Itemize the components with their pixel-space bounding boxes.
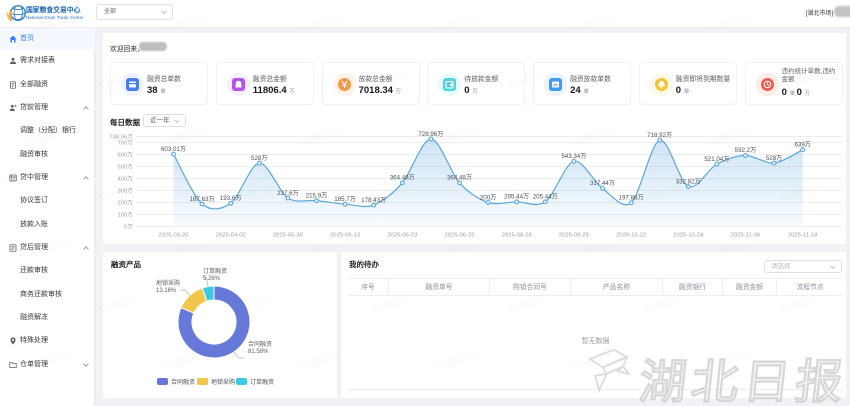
svg-text:185.7万: 185.7万	[334, 196, 356, 203]
svg-text:2025-03-20: 2025-03-20	[158, 233, 189, 239]
svg-text:地锁采购: 地锁采购	[156, 279, 180, 287]
svg-text:5.26%: 5.26%	[203, 276, 221, 282]
svg-text:0万: 0万	[124, 224, 133, 231]
svg-text:2025-11-18: 2025-11-18	[788, 233, 818, 239]
svg-text:200万: 200万	[480, 194, 497, 201]
svg-text:528万: 528万	[766, 155, 783, 162]
svg-text:178.43万: 178.43万	[361, 197, 386, 204]
svg-text:193.6万: 193.6万	[220, 195, 242, 202]
svg-text:订单融资: 订单融资	[203, 267, 227, 275]
svg-text:718.92万: 718.92万	[647, 132, 672, 139]
svg-text:364.48万: 364.48万	[447, 175, 472, 182]
svg-text:订单融资: 订单融资	[250, 378, 274, 386]
svg-text:2025-06-23: 2025-06-23	[387, 233, 418, 239]
svg-text:13.16%: 13.16%	[156, 288, 177, 294]
svg-text:100万: 100万	[118, 212, 134, 219]
svg-text:合同融资: 合同融资	[248, 340, 272, 348]
svg-text:197.88万: 197.88万	[619, 195, 644, 202]
svg-text:地锁采购: 地锁采购	[211, 378, 235, 386]
svg-text:187.63万: 187.63万	[190, 196, 215, 203]
svg-text:592.2万: 592.2万	[735, 147, 757, 154]
svg-text:528万: 528万	[251, 155, 268, 162]
svg-text:2025-06-13: 2025-06-13	[330, 233, 361, 239]
svg-text:81.58%: 81.58%	[248, 349, 269, 355]
svg-text:2025-10-24: 2025-10-24	[673, 233, 704, 239]
svg-text:728.96万: 728.96万	[418, 131, 443, 138]
svg-text:500万: 500万	[118, 164, 134, 171]
svg-text:600万: 600万	[118, 152, 134, 159]
svg-text:2025-09-25: 2025-09-25	[559, 233, 590, 239]
svg-text:2025-10-22: 2025-10-22	[616, 233, 646, 239]
svg-text:2025-04-02: 2025-04-02	[216, 233, 246, 239]
svg-text:521.04万: 521.04万	[704, 156, 729, 163]
svg-text:603.01万: 603.01万	[161, 146, 186, 153]
svg-text:200万: 200万	[118, 200, 134, 207]
svg-text:2025-06-25: 2025-06-25	[444, 233, 475, 239]
svg-text:2025-05-30: 2025-05-30	[273, 233, 304, 239]
svg-text:合同融资: 合同融资	[171, 378, 195, 386]
svg-text:639万: 639万	[794, 142, 811, 149]
svg-text:364.48万: 364.48万	[390, 175, 415, 182]
svg-text:215.9万: 215.9万	[306, 192, 328, 199]
svg-text:237.6万: 237.6万	[277, 190, 299, 197]
svg-text:317.44万: 317.44万	[590, 180, 615, 187]
svg-text:400万: 400万	[118, 176, 134, 183]
svg-text:543.34万: 543.34万	[561, 153, 586, 160]
svg-text:2025-08-18: 2025-08-18	[502, 233, 533, 239]
svg-text:748.96万: 748.96万	[109, 134, 133, 141]
svg-text:700万: 700万	[118, 140, 134, 147]
svg-text:2025-11-06: 2025-11-06	[731, 233, 761, 239]
svg-text:332.82万: 332.82万	[676, 178, 701, 185]
svg-text:205.44万: 205.44万	[504, 194, 529, 201]
svg-text:205.44万: 205.44万	[533, 194, 558, 201]
svg-text:300万: 300万	[118, 188, 134, 195]
